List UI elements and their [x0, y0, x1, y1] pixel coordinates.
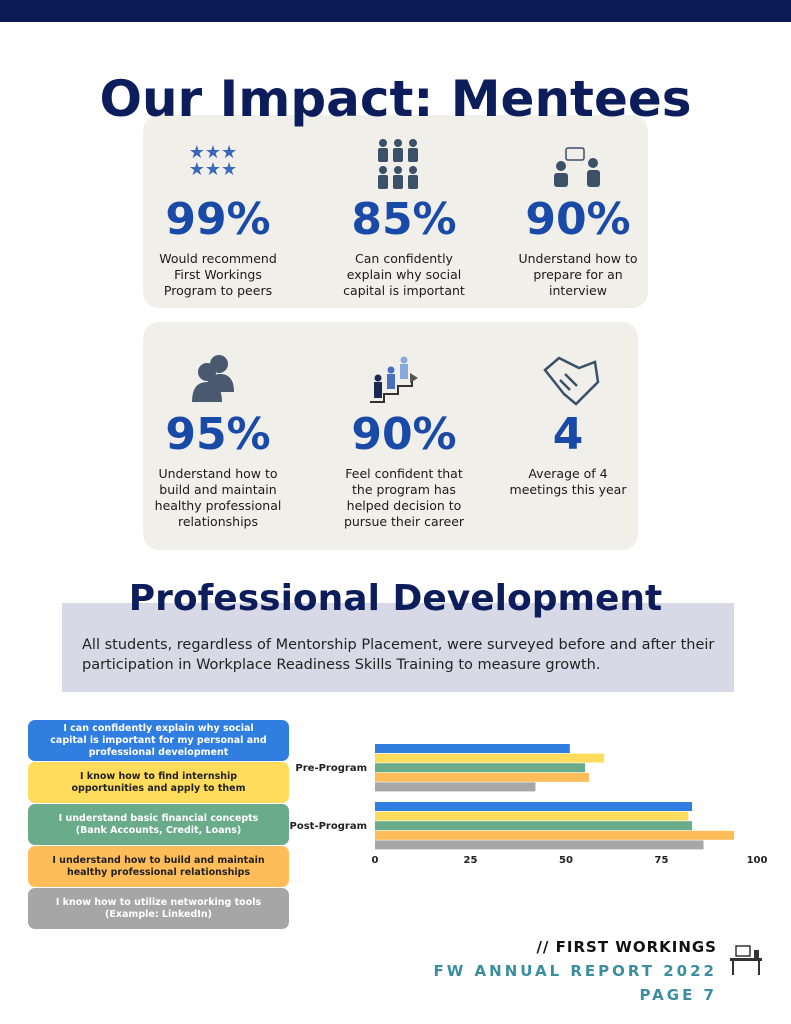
stat-value: 85%	[351, 194, 457, 245]
stat-label: Understand how to build and maintain hea…	[154, 466, 282, 529]
footer-brand: // FIRST WORKINGS	[536, 938, 717, 956]
page-title: Our Impact: Mentees	[99, 70, 692, 128]
bar	[375, 782, 536, 792]
legend-entry: I understand basic financial concepts (B…	[28, 804, 289, 845]
bar	[375, 802, 693, 811]
legend-entry: I know how to find internship opportunit…	[28, 762, 289, 803]
bar	[375, 763, 586, 773]
interview-icon	[554, 147, 600, 187]
stat-value: 90%	[351, 409, 457, 460]
stat-value: 4	[552, 409, 584, 460]
y-tick-label: Pre-Program	[295, 763, 367, 774]
svg-text:★★★: ★★★	[189, 159, 237, 180]
legend-entry: I can confidently explain why social cap…	[28, 720, 289, 761]
stat: 85% Can confidently explain why social ca…	[319, 195, 489, 299]
stat-value: 99%	[165, 194, 271, 245]
bar	[375, 744, 570, 753]
bar	[375, 772, 589, 782]
section-band: All students, regardless of Mentorship P…	[62, 603, 734, 692]
stats-card	[143, 115, 648, 308]
desk-icon	[730, 945, 762, 975]
stat: 90% Feel confident that the program has h…	[319, 410, 489, 530]
handshake-icon	[543, 356, 600, 406]
stat-label: Average of 4 meetings this year	[509, 466, 627, 497]
career-icon	[370, 356, 418, 403]
footer-report: FW ANNUAL REPORT 2022	[433, 962, 717, 980]
x-tick-label: 50	[559, 855, 573, 866]
stat-label: Understand how to prepare for an intervi…	[518, 251, 638, 298]
bar	[375, 840, 704, 850]
stat-label: Would recommend First Workings Program t…	[159, 251, 277, 298]
stat-label: Can confidently explain why social capit…	[343, 251, 465, 298]
stat-label: Feel confident that the program has help…	[343, 466, 465, 529]
legend-entry: I know how to utilize networking tools (…	[28, 888, 289, 929]
svg-text:★★★: ★★★	[189, 142, 237, 163]
stat: 90% Understand how to prepare for an inte…	[493, 195, 663, 299]
x-tick-label: 75	[655, 855, 669, 866]
stat-value: 95%	[165, 409, 271, 460]
section-title: Professional Development	[128, 578, 663, 619]
section-text: All students, regardless of Mentorship P…	[82, 637, 715, 673]
stat: 95% Understand how to build and maintain …	[133, 410, 303, 530]
bar	[375, 753, 605, 763]
stars-icon: ★★★ ★★★	[189, 142, 237, 180]
footer-page: PAGE 7	[639, 986, 717, 1004]
legend-entry: I understand how to build and maintain h…	[28, 846, 289, 887]
stat-value: 90%	[525, 194, 631, 245]
chart: 0 25 50 75 100 Pre-Program Post-Program	[290, 744, 768, 866]
stat: 4 Average of 4 meetings this year	[483, 410, 653, 498]
icons: ★★★ ★★★	[189, 139, 600, 406]
x-tick-label: 0	[372, 855, 379, 866]
users-icon	[192, 355, 234, 402]
y-tick-label: Post-Program	[290, 821, 367, 832]
top-bar	[0, 0, 791, 22]
bar	[375, 821, 693, 831]
bar	[375, 830, 735, 840]
x-tick-label: 100	[747, 855, 768, 866]
people-icon	[378, 139, 418, 189]
x-tick-label: 25	[464, 855, 478, 866]
bar	[375, 811, 689, 821]
stat: 99% Would recommend First Workings Progra…	[133, 195, 303, 299]
